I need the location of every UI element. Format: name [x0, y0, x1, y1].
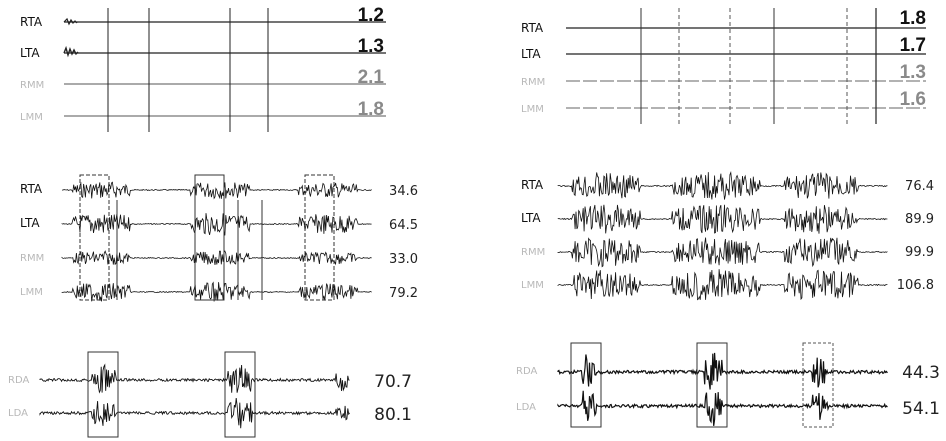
panel-top-left: RTA LTA RMM LMM 1.2 1.3 2.1 1.8: [20, 5, 386, 132]
channel-label: LMM: [20, 112, 43, 123]
channel-value: 1.3: [358, 36, 384, 57]
channel-value: 2.1: [358, 67, 385, 88]
emg-trace: [61, 213, 372, 236]
channel-value: 106.8: [897, 278, 934, 293]
channel-value: 1.3: [900, 62, 926, 83]
channel-label: LTA: [20, 46, 40, 60]
panel-middle-right: RTA LTA RMM LMM 76.4 89.9 99.9 106.8: [521, 171, 934, 301]
channel-value: 1.6: [900, 89, 926, 110]
channel-label: RMM: [20, 253, 44, 264]
emg-trace: [39, 363, 350, 394]
channel-value: 79.2: [389, 286, 418, 301]
channel-label: LMM: [20, 287, 43, 298]
channel-value: 54.1: [902, 399, 940, 419]
channel-value: 34.6: [389, 184, 418, 199]
channel-label: RTA: [521, 178, 544, 192]
channel-label: RTA: [20, 182, 43, 196]
emg-trace: [557, 269, 888, 301]
channel-value: 1.8: [358, 99, 384, 120]
channel-label: LTA: [20, 216, 40, 230]
emg-trace: [39, 397, 350, 429]
emg-traces: [39, 363, 350, 429]
channel-label: RMM: [521, 77, 545, 88]
channel-value: 99.9: [905, 245, 934, 260]
channel-label: LDA: [8, 408, 28, 419]
panel-top-right: RTA LTA RMM LMM 1.8 1.7 1.3 1.6: [521, 8, 926, 124]
channel-label: LTA: [521, 47, 541, 61]
channel-label: RTA: [20, 15, 43, 29]
emg-trace: [61, 250, 372, 266]
emg-trace: [557, 237, 888, 268]
panel-bottom-right: RDA LDA 44.3 54.1: [516, 342, 940, 428]
emg-traces: [61, 181, 372, 302]
channel-value: 64.5: [389, 218, 418, 233]
channel-label: RMM: [521, 247, 545, 258]
channel-label: RMM: [20, 80, 44, 91]
channel-value: 1.8: [900, 8, 926, 29]
channel-label: RDA: [516, 366, 537, 377]
emg-traces: [557, 171, 888, 301]
channel-label: LDA: [516, 402, 536, 413]
emg-trace: [557, 390, 888, 426]
channel-label: RTA: [521, 21, 544, 35]
channel-value: 76.4: [905, 179, 934, 194]
channel-label: LTA: [521, 211, 541, 225]
channel-value: 1.7: [900, 35, 926, 56]
emg-trace: [557, 171, 888, 200]
channel-value: 70.7: [374, 372, 412, 392]
emg-trace: [61, 281, 372, 302]
channel-value: 1.2: [358, 5, 384, 26]
panel-middle-left: RTA LTA RMM LMM 34.6 64.5 33.0 79.2: [20, 174, 418, 302]
emg-trace: [557, 352, 888, 390]
emg-trace: [557, 204, 888, 234]
emg-traces: [557, 352, 888, 426]
channel-value: 44.3: [902, 363, 940, 383]
channel-label: RDA: [8, 375, 29, 386]
channel-value: 33.0: [389, 252, 418, 267]
channel-label: LMM: [521, 280, 544, 291]
emg-trace: [61, 181, 372, 200]
panel-bottom-left: RDA LDA 70.7 80.1: [8, 351, 412, 438]
channel-value: 80.1: [374, 405, 412, 425]
channel-label: LMM: [521, 104, 544, 115]
channel-value: 89.9: [905, 212, 934, 227]
